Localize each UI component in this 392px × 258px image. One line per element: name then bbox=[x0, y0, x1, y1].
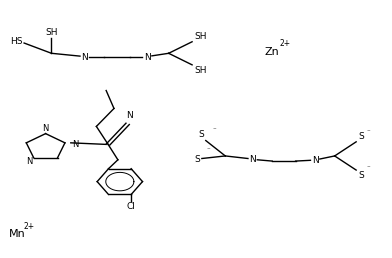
Text: ⁻: ⁻ bbox=[367, 130, 370, 135]
Text: N: N bbox=[26, 157, 32, 166]
Text: 2+: 2+ bbox=[24, 222, 34, 231]
Text: S: S bbox=[194, 155, 200, 164]
Text: ⁻: ⁻ bbox=[367, 166, 370, 172]
Text: S: S bbox=[358, 132, 364, 141]
Text: SH: SH bbox=[194, 32, 207, 41]
Text: N: N bbox=[42, 124, 49, 133]
Text: ⁻: ⁻ bbox=[213, 127, 216, 133]
Text: SH: SH bbox=[194, 66, 207, 75]
Text: S: S bbox=[358, 171, 364, 180]
Text: N: N bbox=[81, 53, 88, 62]
Text: N: N bbox=[126, 111, 133, 120]
Text: N: N bbox=[144, 53, 151, 62]
Text: N: N bbox=[249, 155, 256, 164]
Text: N: N bbox=[72, 140, 78, 149]
Text: HS: HS bbox=[10, 37, 22, 46]
Text: N: N bbox=[312, 156, 319, 165]
Text: 2+: 2+ bbox=[280, 39, 291, 48]
Text: S: S bbox=[198, 130, 204, 139]
Text: Cl: Cl bbox=[127, 202, 136, 211]
Text: Mn: Mn bbox=[9, 229, 25, 239]
Text: ⁻: ⁻ bbox=[207, 147, 210, 153]
Text: SH: SH bbox=[45, 28, 58, 37]
Text: Zn: Zn bbox=[264, 47, 279, 57]
